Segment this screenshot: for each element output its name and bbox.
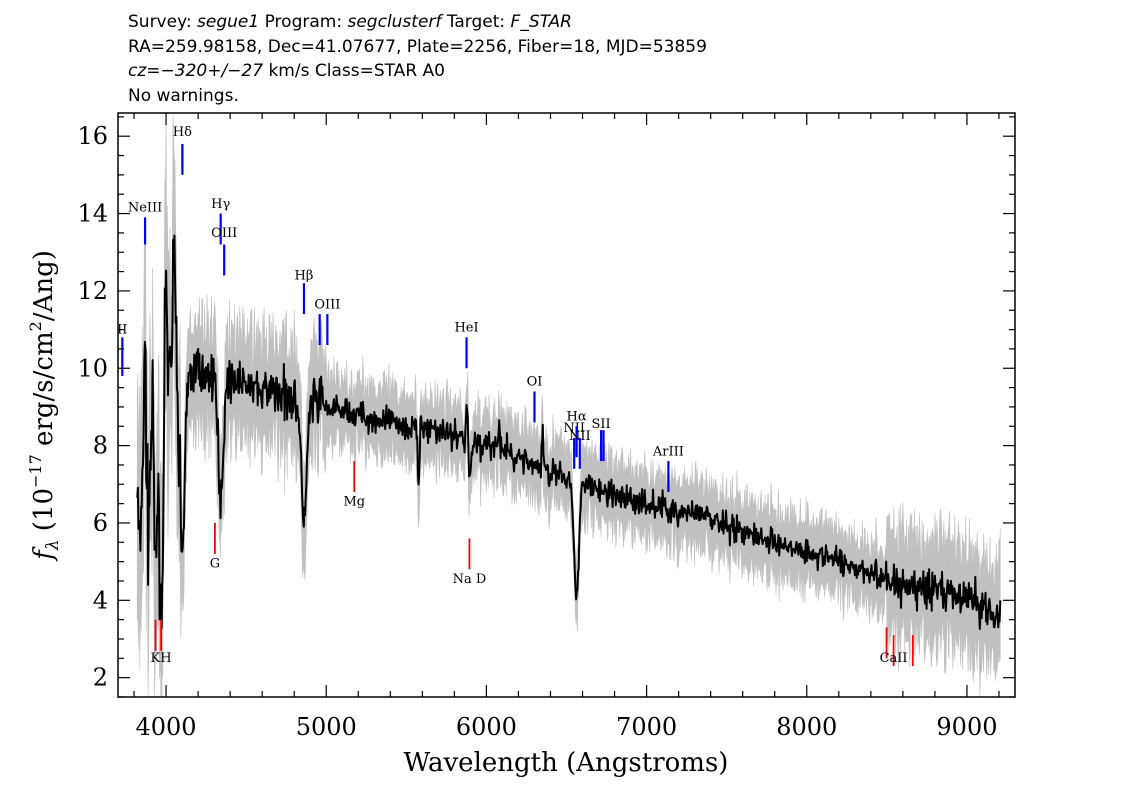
spectral-line-label-h: KH: [151, 651, 172, 666]
program-value: segclusterf: [347, 12, 442, 32]
y-axis-title-scale: (10: [29, 488, 59, 540]
y-axis-title-lambda: λ: [43, 539, 63, 551]
target-label: Target:: [446, 12, 506, 32]
axis-ticks-layer: 4000 5000 6000 7000 8000 9000 2 4 6 8 10 12 14 16: [77, 113, 1015, 741]
spectral-line-label-hgamma: Hγ: [211, 197, 230, 212]
spectral-line-label-hei: HeI: [454, 321, 478, 336]
x-tick-label: 4000: [136, 713, 197, 741]
x-tick-label: 8000: [776, 713, 837, 741]
header-line-4: No warnings.: [128, 85, 239, 106]
plot-frame: [117, 112, 1016, 698]
x-tick-label: 9000: [936, 713, 997, 741]
spectral-line-label-nii-6583: NII: [569, 429, 591, 444]
header-line-2: RA=259.98158, Dec=41.07677, Plate=2256, …: [128, 36, 707, 57]
y-axis-title-per-ang: /Ang): [29, 250, 59, 321]
y-tick-label: 8: [93, 432, 108, 460]
spectral-line-label-halpha: Hα: [567, 409, 587, 424]
y-axis-title-units: erg/s/cm: [29, 331, 59, 454]
spectral-line-label-g: G: [210, 556, 220, 571]
y-tick-label: 6: [93, 509, 108, 537]
cz-suffix: km/s Class=STAR A0: [263, 61, 445, 81]
spectral-line-label-oiii-5007: OIII: [314, 297, 340, 312]
spectral-line-label-neiii: NeIII: [128, 201, 162, 216]
x-tick-label: 5000: [296, 713, 357, 741]
error-band: [136, 115, 1001, 697]
y-axis-title: fλ (10−17 erg/s/cm2/Ang): [26, 250, 63, 562]
x-axis-title: Wavelength (Angstroms): [404, 748, 729, 778]
spectral-line-label-ariii: ArIII: [652, 444, 684, 459]
program-label: Program:: [264, 12, 343, 32]
header-line-1: Survey: segue1 Program: segclusterf Targ…: [128, 10, 707, 35]
spectral-line-label-hbeta: Hβ: [295, 268, 314, 283]
y-tick-label: 10: [77, 354, 108, 382]
y-tick-label: 4: [93, 586, 108, 614]
y-tick-label: 14: [77, 200, 108, 228]
y-tick-label: 16: [77, 122, 108, 150]
survey-label: Survey:: [128, 12, 192, 32]
flux-series-line: [136, 234, 1002, 630]
x-tick-label: 6000: [456, 713, 517, 741]
target-value: F_STAR: [510, 12, 572, 32]
y-tick-label: 12: [77, 277, 108, 305]
y-axis-title-cm-power: 2: [26, 321, 45, 331]
cz-prefix: cz=: [128, 61, 161, 81]
y-axis-title-exponent: −17: [26, 454, 45, 488]
header-line-3: cz=−320+/−27 km/s Class=STAR A0: [128, 59, 707, 84]
spectral-line-label-caii-8542: CaII: [880, 651, 908, 666]
spectral-line-label-oi: OI: [527, 375, 543, 390]
x-tick-label: 7000: [616, 713, 677, 741]
spectral-line-label-hdelta: Hδ: [173, 125, 192, 140]
cz-value: −320+/−27: [160, 61, 264, 81]
spectral-line-label-nad: Na D: [453, 572, 487, 587]
spectral-line-label-nii-6548: NII: [563, 421, 585, 436]
y-tick-label: 2: [93, 664, 108, 692]
spectrum-header: Survey: segue1 Program: segclusterf Targ…: [128, 10, 707, 108]
spectral-line-label-oiii-4363: OIII: [211, 226, 237, 241]
spectral-line-label-sii-6716: SII: [592, 417, 611, 432]
series-layer: [136, 115, 1002, 697]
survey-value: segue1: [197, 12, 260, 32]
spectral-line-label-mg: Mg: [343, 495, 365, 510]
